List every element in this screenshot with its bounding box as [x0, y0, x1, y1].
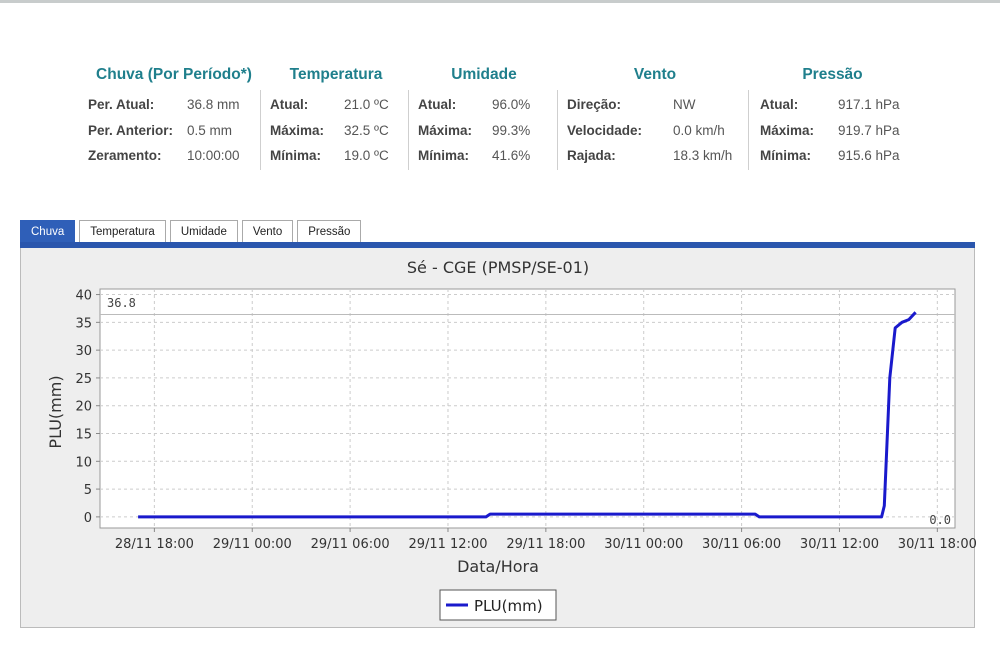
stat-label: Máxima:: [760, 122, 815, 138]
tab-bar: [20, 242, 975, 248]
stat-label: Per. Anterior:: [88, 122, 174, 138]
stat-value: 0.5 mm: [187, 122, 233, 138]
plot-area: [99, 288, 956, 529]
tab-vento[interactable]: Vento: [241, 220, 294, 242]
x-tick-label: 30/11 00:00: [604, 537, 683, 552]
stat-value: 19.0 ºC: [344, 148, 389, 163]
y-tick-label: 30: [75, 344, 92, 359]
stat-label: Per. Atual:: [88, 97, 155, 112]
stat-label: Mínima:: [760, 148, 812, 163]
divider: [748, 90, 749, 170]
stat-label: Mínima:: [270, 148, 322, 163]
stat-label: Zeramento:: [88, 148, 162, 163]
stat-label: Atual:: [760, 97, 799, 112]
x-tick-label: 30/11 18:00: [898, 537, 977, 552]
tab-temperatura[interactable]: Temperatura: [79, 220, 166, 242]
y-tick-label: 25: [75, 372, 92, 387]
stat-value: 917.1 hPa: [838, 97, 900, 112]
stats-umidade: Umidade Atual: 96.0% Máxima: 99.3% Mínima:…: [418, 64, 550, 169]
stat-value: 36.8 mm: [187, 97, 240, 112]
x-tick-label: 28/11 18:00: [115, 537, 194, 552]
legend-label: PLU(mm): [474, 597, 543, 615]
chart-tabs: Chuva Temperatura Umidade Vento Pressão: [20, 220, 362, 242]
stats-pressao-title: Pressão: [802, 66, 863, 83]
stat-value: 919.7 hPa: [838, 122, 900, 138]
y-tick-label: 5: [84, 483, 92, 498]
tab-umidade[interactable]: Umidade: [169, 220, 238, 242]
stat-value: 10:00:00: [187, 148, 240, 163]
stats-chuva: Chuva (Por Período*) Per. Atual: 36.8 mm …: [88, 64, 260, 169]
y-tick-label: 35: [75, 316, 92, 331]
stats-pressao: Pressão Atual: 917.1 hPa Máxima: 919.7 hPa…: [760, 64, 905, 169]
stat-label: Rajada:: [567, 148, 616, 163]
x-tick-label: 29/11 06:00: [311, 537, 390, 552]
y-tick-label: 0: [84, 511, 92, 526]
y-tick-label: 20: [75, 400, 92, 415]
divider: [557, 90, 558, 170]
stat-value: 915.6 hPa: [838, 148, 900, 163]
tab-pressao[interactable]: Pressão: [297, 220, 362, 242]
stat-value: 96.0%: [492, 97, 531, 112]
stat-value: NW: [673, 97, 696, 112]
y-axis-label: PLU(mm): [46, 375, 65, 448]
stat-value: 18.3 km/h: [673, 148, 733, 163]
stats-vento-title: Vento: [633, 66, 677, 83]
stat-label: Velocidade:: [567, 122, 643, 138]
stat-label: Atual:: [270, 97, 309, 112]
x-tick-label: 29/11 18:00: [506, 537, 585, 552]
top-border: [0, 0, 1000, 3]
stat-label: Máxima:: [270, 122, 325, 138]
stats-chuva-title: Chuva (Por Período*): [96, 66, 252, 83]
stats-temperatura-title: Temperatura: [289, 66, 383, 83]
stats-umidade-title: Umidade: [451, 66, 517, 83]
stat-label: Atual:: [418, 97, 457, 112]
x-tick-label: 29/11 12:00: [408, 537, 487, 552]
x-tick-label: 30/11 12:00: [800, 537, 879, 552]
series-line-plu: [138, 311, 917, 519]
x-axis-label: Data/Hora: [457, 557, 539, 576]
stat-label: Direção:: [567, 97, 622, 112]
chart-title: Sé - CGE (PMSP/SE-01): [407, 258, 589, 277]
tab-chuva[interactable]: Chuva: [20, 220, 76, 242]
stat-value: 0.0 km/h: [673, 122, 725, 138]
stat-value: 21.0 ºC: [344, 97, 389, 112]
stat-value: 32.5 ºC: [344, 122, 389, 138]
stat-value: 99.3%: [492, 122, 531, 138]
y-tick-label: 10: [75, 455, 92, 470]
stat-label: Máxima:: [418, 122, 473, 138]
stats-temperatura: Temperatura Atual: 21.0 ºC Máxima: 32.5 ºC…: [270, 64, 402, 169]
x-tick-label: 30/11 06:00: [702, 537, 781, 552]
y-tick-label: 15: [75, 428, 92, 443]
x-tick-label: 29/11 00:00: [213, 537, 292, 552]
divider: [260, 90, 261, 170]
stat-value: 41.6%: [492, 148, 531, 163]
min-annotation: 0.0: [929, 513, 951, 527]
y-tick-label: 40: [75, 289, 92, 304]
max-annotation: 36.8: [107, 296, 136, 310]
divider: [408, 90, 409, 170]
stats-vento: Vento Direção: NW Velocidade: 0.0 km/h Raj…: [567, 64, 743, 169]
stat-label: Mínima:: [418, 148, 470, 163]
